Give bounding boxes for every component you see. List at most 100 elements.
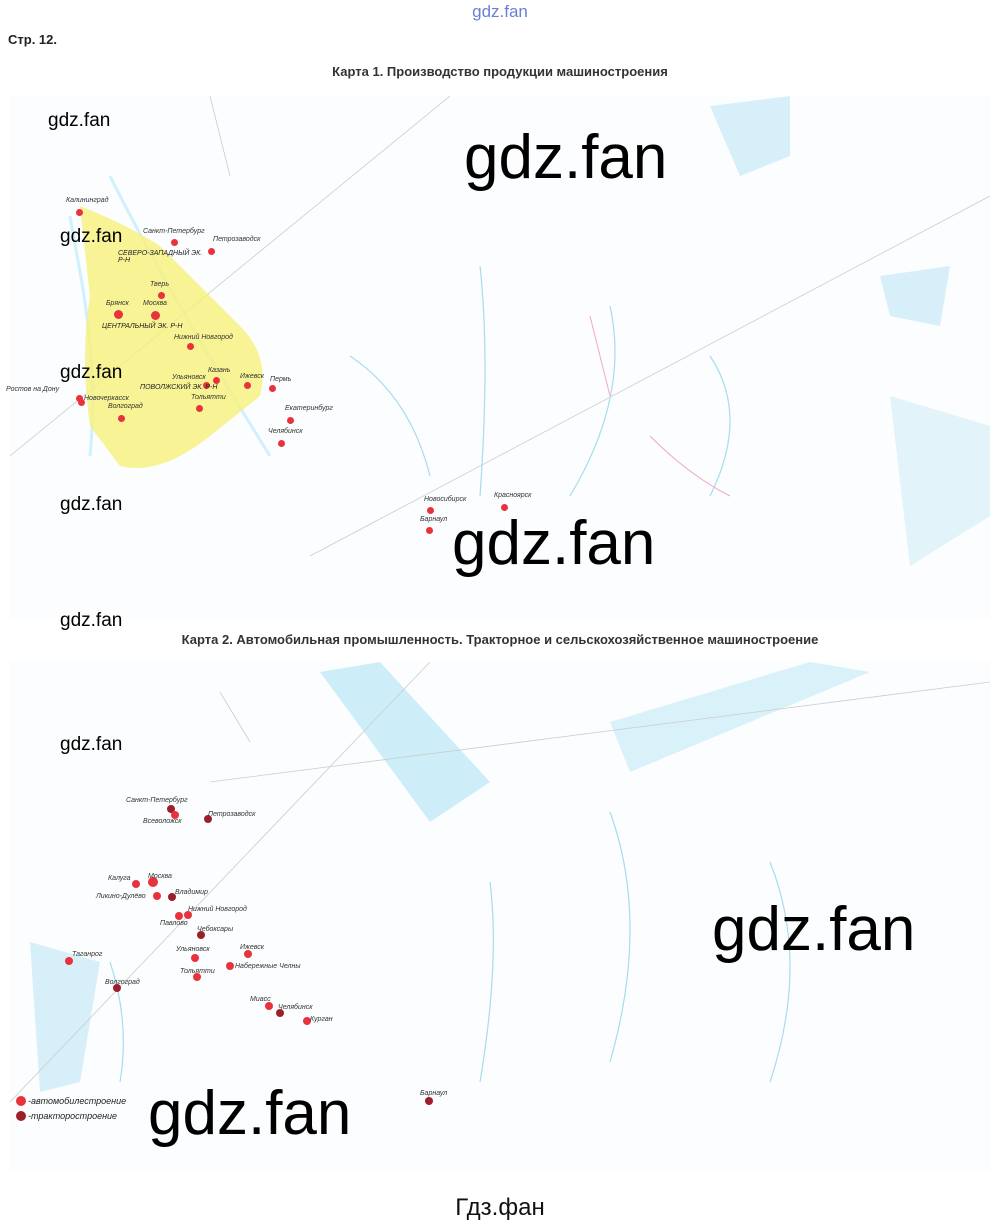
legend-auto-label: -автомобилестроение [28, 1096, 127, 1106]
city-label: Красноярск [494, 492, 532, 499]
city-label: Набережные Челны [235, 963, 301, 970]
city-label: Пермь [270, 376, 292, 383]
city-label: Нижний Новгород [188, 906, 247, 913]
city-dot [113, 309, 123, 319]
city-label: Брянск [106, 300, 129, 307]
city-dot [184, 911, 192, 919]
city-dot [193, 973, 201, 981]
watermark: gdz.fan [464, 123, 668, 192]
city-dot [268, 384, 276, 392]
city-dot [425, 526, 433, 534]
city-dot [226, 962, 234, 970]
city-label: Петрозаводск [208, 811, 256, 818]
city-label: Калуга [108, 875, 131, 882]
city-dot [186, 342, 194, 350]
city-label: Волгоград [108, 403, 143, 410]
city-label: Екатеринбург [285, 405, 333, 412]
top-watermark: gdz.fan [472, 2, 528, 21]
watermark: gdz.fan [60, 734, 123, 755]
watermark: gdz.fan [48, 110, 111, 131]
city-label: Миасс [250, 996, 271, 1003]
city-label: Волгоград [105, 979, 140, 986]
city-label: Тольятти [180, 968, 215, 975]
city-label: Тольятти [191, 394, 226, 401]
city-label: Чебоксары [197, 926, 234, 933]
city-label: Барнаул [420, 516, 448, 523]
city-label: Ижевск [240, 944, 265, 951]
city-dot [75, 394, 83, 402]
city-label: Санкт-Петербург [143, 228, 205, 235]
city-dot [117, 414, 125, 422]
city-dot [212, 376, 220, 384]
city-label: Казань [208, 367, 231, 374]
city-dot [175, 912, 183, 920]
city-dot [77, 398, 85, 406]
city-dot [191, 954, 199, 962]
city-dot [425, 1097, 433, 1105]
city-label: Новочеркасск [84, 395, 129, 402]
city-label: Владимир [175, 889, 208, 896]
city-dot [202, 381, 210, 389]
city-label: Таганрог [72, 951, 103, 958]
city-label: Барнаул [420, 1090, 448, 1097]
city-label: Москва [148, 873, 172, 880]
region-label: СЕВЕРО-ЗАПАДНЫЙ ЭК. Р-Н [118, 250, 203, 264]
city-label: Павлово [160, 920, 188, 927]
city-dot [132, 880, 140, 888]
watermark: gdz.fan [148, 1079, 352, 1148]
watermark: gdz.fan [60, 610, 123, 631]
map2-title: Карта 2. Автомобильная промышленность. Т… [181, 632, 819, 647]
legend-auto-swatch [16, 1096, 26, 1106]
city-dot [113, 984, 121, 992]
city-label: Санкт-Петербург [126, 797, 188, 804]
city-dot [65, 957, 73, 965]
city-dot [171, 811, 179, 819]
city-dot [303, 1017, 311, 1025]
footer-text: Гдз.фан [455, 1194, 545, 1221]
legend-tractor-label: -тракторостроение [28, 1111, 118, 1121]
city-dot [150, 310, 160, 320]
city-label: Нижний Новгород [174, 334, 233, 341]
city-dot [148, 877, 158, 887]
watermark: gdz.fan [60, 362, 123, 383]
map1-title: Карта 1. Производство продукции машиност… [332, 64, 668, 79]
map2-background [10, 662, 990, 1103]
city-label: Ростов на Дону [6, 386, 60, 393]
city-label: Ижевск [240, 373, 265, 380]
city-label: Петрозаводск [213, 236, 261, 243]
city-dot [170, 238, 178, 246]
city-dot [286, 416, 294, 424]
city-label: Курган [310, 1016, 333, 1023]
city-label: Москва [143, 300, 167, 307]
city-dot [244, 950, 252, 958]
city-dot [195, 404, 203, 412]
map-2: -автомобилестроение -тракторостроение [10, 662, 990, 1170]
city-label: Челябинск [278, 1004, 313, 1011]
watermark: gdz.fan [60, 226, 123, 247]
city-dot [207, 247, 215, 255]
city-dot [426, 506, 434, 514]
city-label: Ульяновск [172, 374, 206, 381]
city-dot [168, 893, 176, 901]
city-dot [276, 1009, 284, 1017]
city-label: Тверь [150, 281, 170, 288]
city-label: Всеволожск [143, 818, 182, 825]
city-dot [204, 815, 212, 823]
page-label: Стр. 12. [8, 32, 57, 47]
watermark: gdz.fan [60, 494, 123, 515]
city-dot [157, 291, 165, 299]
city-dot [197, 931, 205, 939]
region-label: ЦЕНТРАЛЬНЫЙ ЭК. Р-Н [102, 323, 183, 330]
city-dot [75, 208, 83, 216]
city-label: Ликино-Дулёво [96, 893, 146, 900]
city-dot [500, 503, 508, 511]
map-1 [10, 96, 990, 618]
map1-background [10, 96, 990, 566]
city-dot [277, 439, 285, 447]
city-label: Калининград [66, 197, 109, 204]
city-dot [265, 1002, 273, 1010]
city-dot [167, 805, 175, 813]
legend-tractor-swatch [16, 1111, 26, 1121]
watermark: gdz.fan [452, 509, 656, 578]
